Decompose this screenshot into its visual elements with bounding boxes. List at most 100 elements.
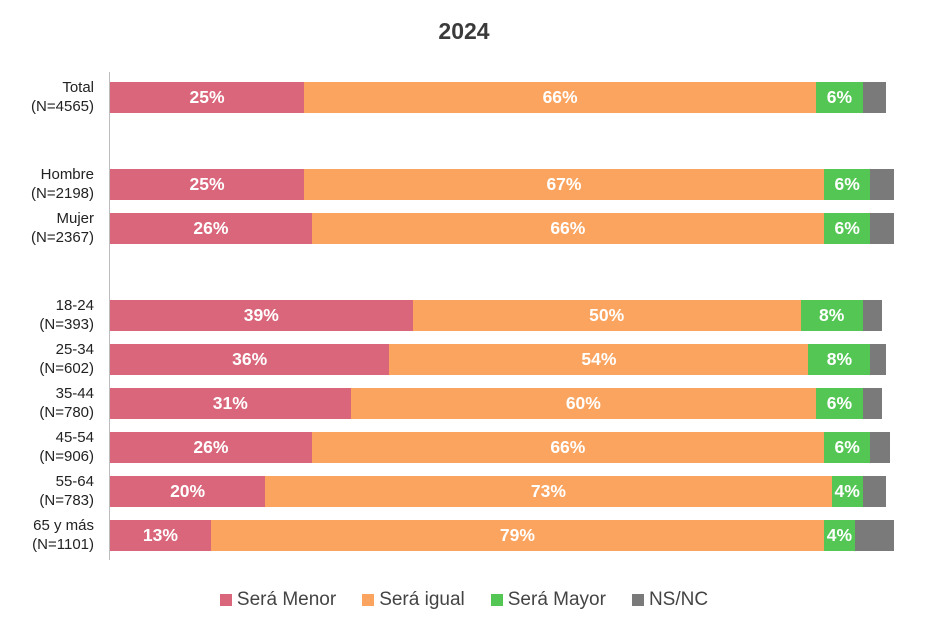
- bar-segment-ser-igual: [304, 169, 824, 200]
- category-label-n: (N=783): [39, 492, 94, 509]
- category-label-name: Mujer: [56, 210, 94, 227]
- data-label: 25%: [189, 174, 225, 194]
- data-label: 8%: [819, 305, 845, 325]
- data-label: 13%: [142, 525, 178, 545]
- data-label: 31%: [212, 393, 248, 413]
- chart-title: 2024: [438, 18, 490, 44]
- bar-segment-ser-igual: [265, 476, 832, 507]
- data-label: 6%: [834, 174, 860, 194]
- bar-segment-ser-mayor: [823, 520, 855, 551]
- bar-segment-ns-nc: [854, 520, 894, 551]
- bar-segment-ser-menor: [110, 213, 312, 244]
- data-label: 6%: [834, 218, 860, 238]
- category-label: 65 y más (N=1101): [0, 516, 94, 554]
- legend-swatch: [631, 594, 644, 606]
- data-label: 50%: [589, 305, 625, 325]
- legend-label: NS/NC: [648, 589, 709, 610]
- category-label-name: 18-24: [55, 297, 94, 314]
- data-label: 4%: [834, 481, 860, 501]
- bar-segment-ser-igual: [210, 520, 824, 551]
- bar-segment-ns-nc: [870, 169, 894, 200]
- bar-segment-ns-nc: [862, 300, 883, 331]
- category-label-name: 35-44: [55, 385, 94, 402]
- bar-segment-ser-igual: [412, 300, 801, 331]
- bar-segment-ser-mayor: [816, 388, 863, 419]
- bar-segment-ser-igual: [350, 388, 817, 419]
- data-label: 79%: [499, 525, 535, 545]
- data-label: 39%: [243, 305, 279, 325]
- legend-item: Será Menor: [219, 589, 336, 611]
- bar-segment-ns-nc: [870, 432, 890, 463]
- data-label: 6%: [826, 87, 853, 107]
- category-label-name: 25-34: [55, 341, 94, 358]
- category-label-name: Total: [62, 79, 94, 96]
- data-label: 54%: [581, 349, 617, 369]
- bar-segment-ser-mayor: [800, 300, 863, 331]
- data-label: 60%: [565, 393, 601, 413]
- data-label: 26%: [193, 218, 229, 238]
- category-label-n: (N=780): [39, 404, 94, 421]
- legend-item: NS/NC: [631, 589, 709, 611]
- bar-segment-ns-nc: [862, 388, 883, 419]
- bar-segment-ns-nc: [870, 213, 894, 244]
- category-label: Total (N=4565): [0, 78, 94, 116]
- data-label: 4%: [826, 525, 853, 545]
- data-label: 8%: [826, 349, 853, 369]
- category-label-n: (N=2367): [31, 229, 94, 246]
- bar-segment-ser-menor: [110, 300, 413, 331]
- bar-segment-ser-mayor: [816, 82, 863, 113]
- legend-label: Será igual: [379, 589, 465, 610]
- legend-swatch: [219, 594, 232, 606]
- legend-item: Será igual: [362, 589, 465, 611]
- bar-segment-ns-nc: [870, 344, 886, 375]
- legend-item: Será Mayor: [490, 589, 606, 611]
- data-label: 67%: [546, 174, 582, 194]
- bar-segment-ser-menor: [110, 344, 390, 375]
- bar-segment-ser-mayor: [823, 169, 871, 200]
- category-label-name: Hombre: [40, 166, 94, 183]
- bar-segment-ser-menor: [110, 520, 211, 551]
- bar-segment-ser-menor: [110, 476, 266, 507]
- bar-segment-ser-igual: [304, 82, 817, 113]
- data-label: 73%: [530, 481, 566, 501]
- bar-segment-ser-igual: [311, 213, 824, 244]
- category-label-n: (N=1101): [32, 536, 94, 553]
- category-label-n: (N=2198): [31, 185, 94, 202]
- category-label: Hombre (N=2198): [0, 165, 94, 203]
- category-label: 18-24 (N=393): [0, 296, 94, 334]
- category-label: Mujer (N=2367): [0, 209, 94, 247]
- bar-segment-ser-mayor: [808, 344, 871, 375]
- bar-segment-ns-nc: [862, 476, 886, 507]
- category-label-name: 45-54: [55, 429, 94, 446]
- data-label: 66%: [542, 87, 578, 107]
- category-label-n: (N=393): [39, 316, 94, 333]
- data-label: 66%: [550, 437, 586, 457]
- legend: Será Menor Será igual Será Mayor NS/NC: [0, 589, 928, 611]
- bar-segment-ser-mayor: [831, 476, 863, 507]
- bar-segment-ser-igual: [389, 344, 809, 375]
- bar-segment-ser-menor: [110, 82, 304, 113]
- category-label: 25-34 (N=602): [0, 340, 94, 378]
- category-axis-line: [109, 72, 110, 560]
- data-label: 66%: [550, 218, 586, 238]
- data-label: 20%: [170, 481, 206, 501]
- bar-segment-ser-menor: [110, 388, 351, 419]
- bar-segment-ser-menor: [110, 432, 312, 463]
- category-label-name: 55-64: [55, 473, 94, 490]
- category-label: 35-44 (N=780): [0, 384, 94, 422]
- data-label: 25%: [189, 87, 225, 107]
- bar-segment-ser-mayor: [823, 432, 871, 463]
- category-label-name: 65 y más: [33, 517, 94, 534]
- bar-segment-ser-menor: [110, 169, 304, 200]
- bar-segment-ser-mayor: [823, 213, 871, 244]
- category-label: 55-64 (N=783): [0, 472, 94, 510]
- bar-segment-ns-nc: [862, 82, 886, 113]
- category-label-n: (N=4565): [31, 98, 94, 115]
- data-label: 26%: [193, 437, 229, 457]
- legend-swatch: [362, 594, 375, 606]
- legend-swatch: [490, 594, 503, 606]
- bar-segment-ser-igual: [311, 432, 824, 463]
- data-label: 6%: [834, 437, 860, 457]
- data-label: 6%: [826, 393, 853, 413]
- category-label: 45-54 (N=906): [0, 428, 94, 466]
